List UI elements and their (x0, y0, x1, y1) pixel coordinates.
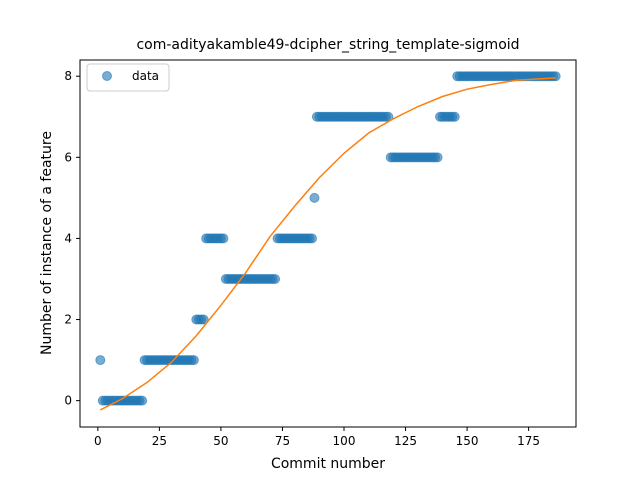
x-axis: 0 25 50 75 100 125 150 175 (94, 427, 540, 448)
data-point (218, 233, 229, 244)
plot-frame (79, 59, 577, 428)
data-point (449, 111, 460, 122)
data-point (550, 71, 561, 82)
x-tick-label: 150 (456, 434, 479, 448)
plot-area (79, 59, 577, 428)
y-tick-label: 8 (64, 69, 72, 83)
y-axis: 0 2 4 6 8 (64, 69, 80, 408)
x-tick-label: 25 (152, 434, 167, 448)
x-tick-label: 175 (517, 434, 540, 448)
data-point (188, 355, 199, 366)
data-point (309, 192, 320, 203)
data-point (137, 395, 148, 406)
x-tick-label: 0 (94, 434, 102, 448)
x-axis-label: Commit number (271, 456, 385, 472)
x-tick-label: 75 (275, 434, 290, 448)
data-point (432, 152, 443, 163)
y-tick-label: 2 (64, 313, 72, 327)
x-tick-label: 50 (213, 434, 228, 448)
x-tick-label: 125 (394, 434, 417, 448)
data-point (198, 314, 209, 325)
legend: data (86, 63, 170, 92)
data-point (270, 273, 281, 284)
y-tick-label: 0 (64, 394, 72, 408)
chart-title: com-adityakamble49-dcipher_string_templa… (136, 37, 519, 53)
legend-label: data (132, 69, 159, 83)
x-tick-label: 100 (333, 434, 356, 448)
data-point (307, 233, 317, 244)
data-point (95, 355, 106, 366)
y-axis-label: Number of instance of a feature (39, 131, 55, 355)
y-tick-label: 6 (64, 150, 72, 164)
y-tick-label: 4 (64, 231, 72, 245)
legend-box (86, 63, 170, 92)
legend-marker (102, 71, 112, 81)
fit-line (99, 77, 556, 411)
